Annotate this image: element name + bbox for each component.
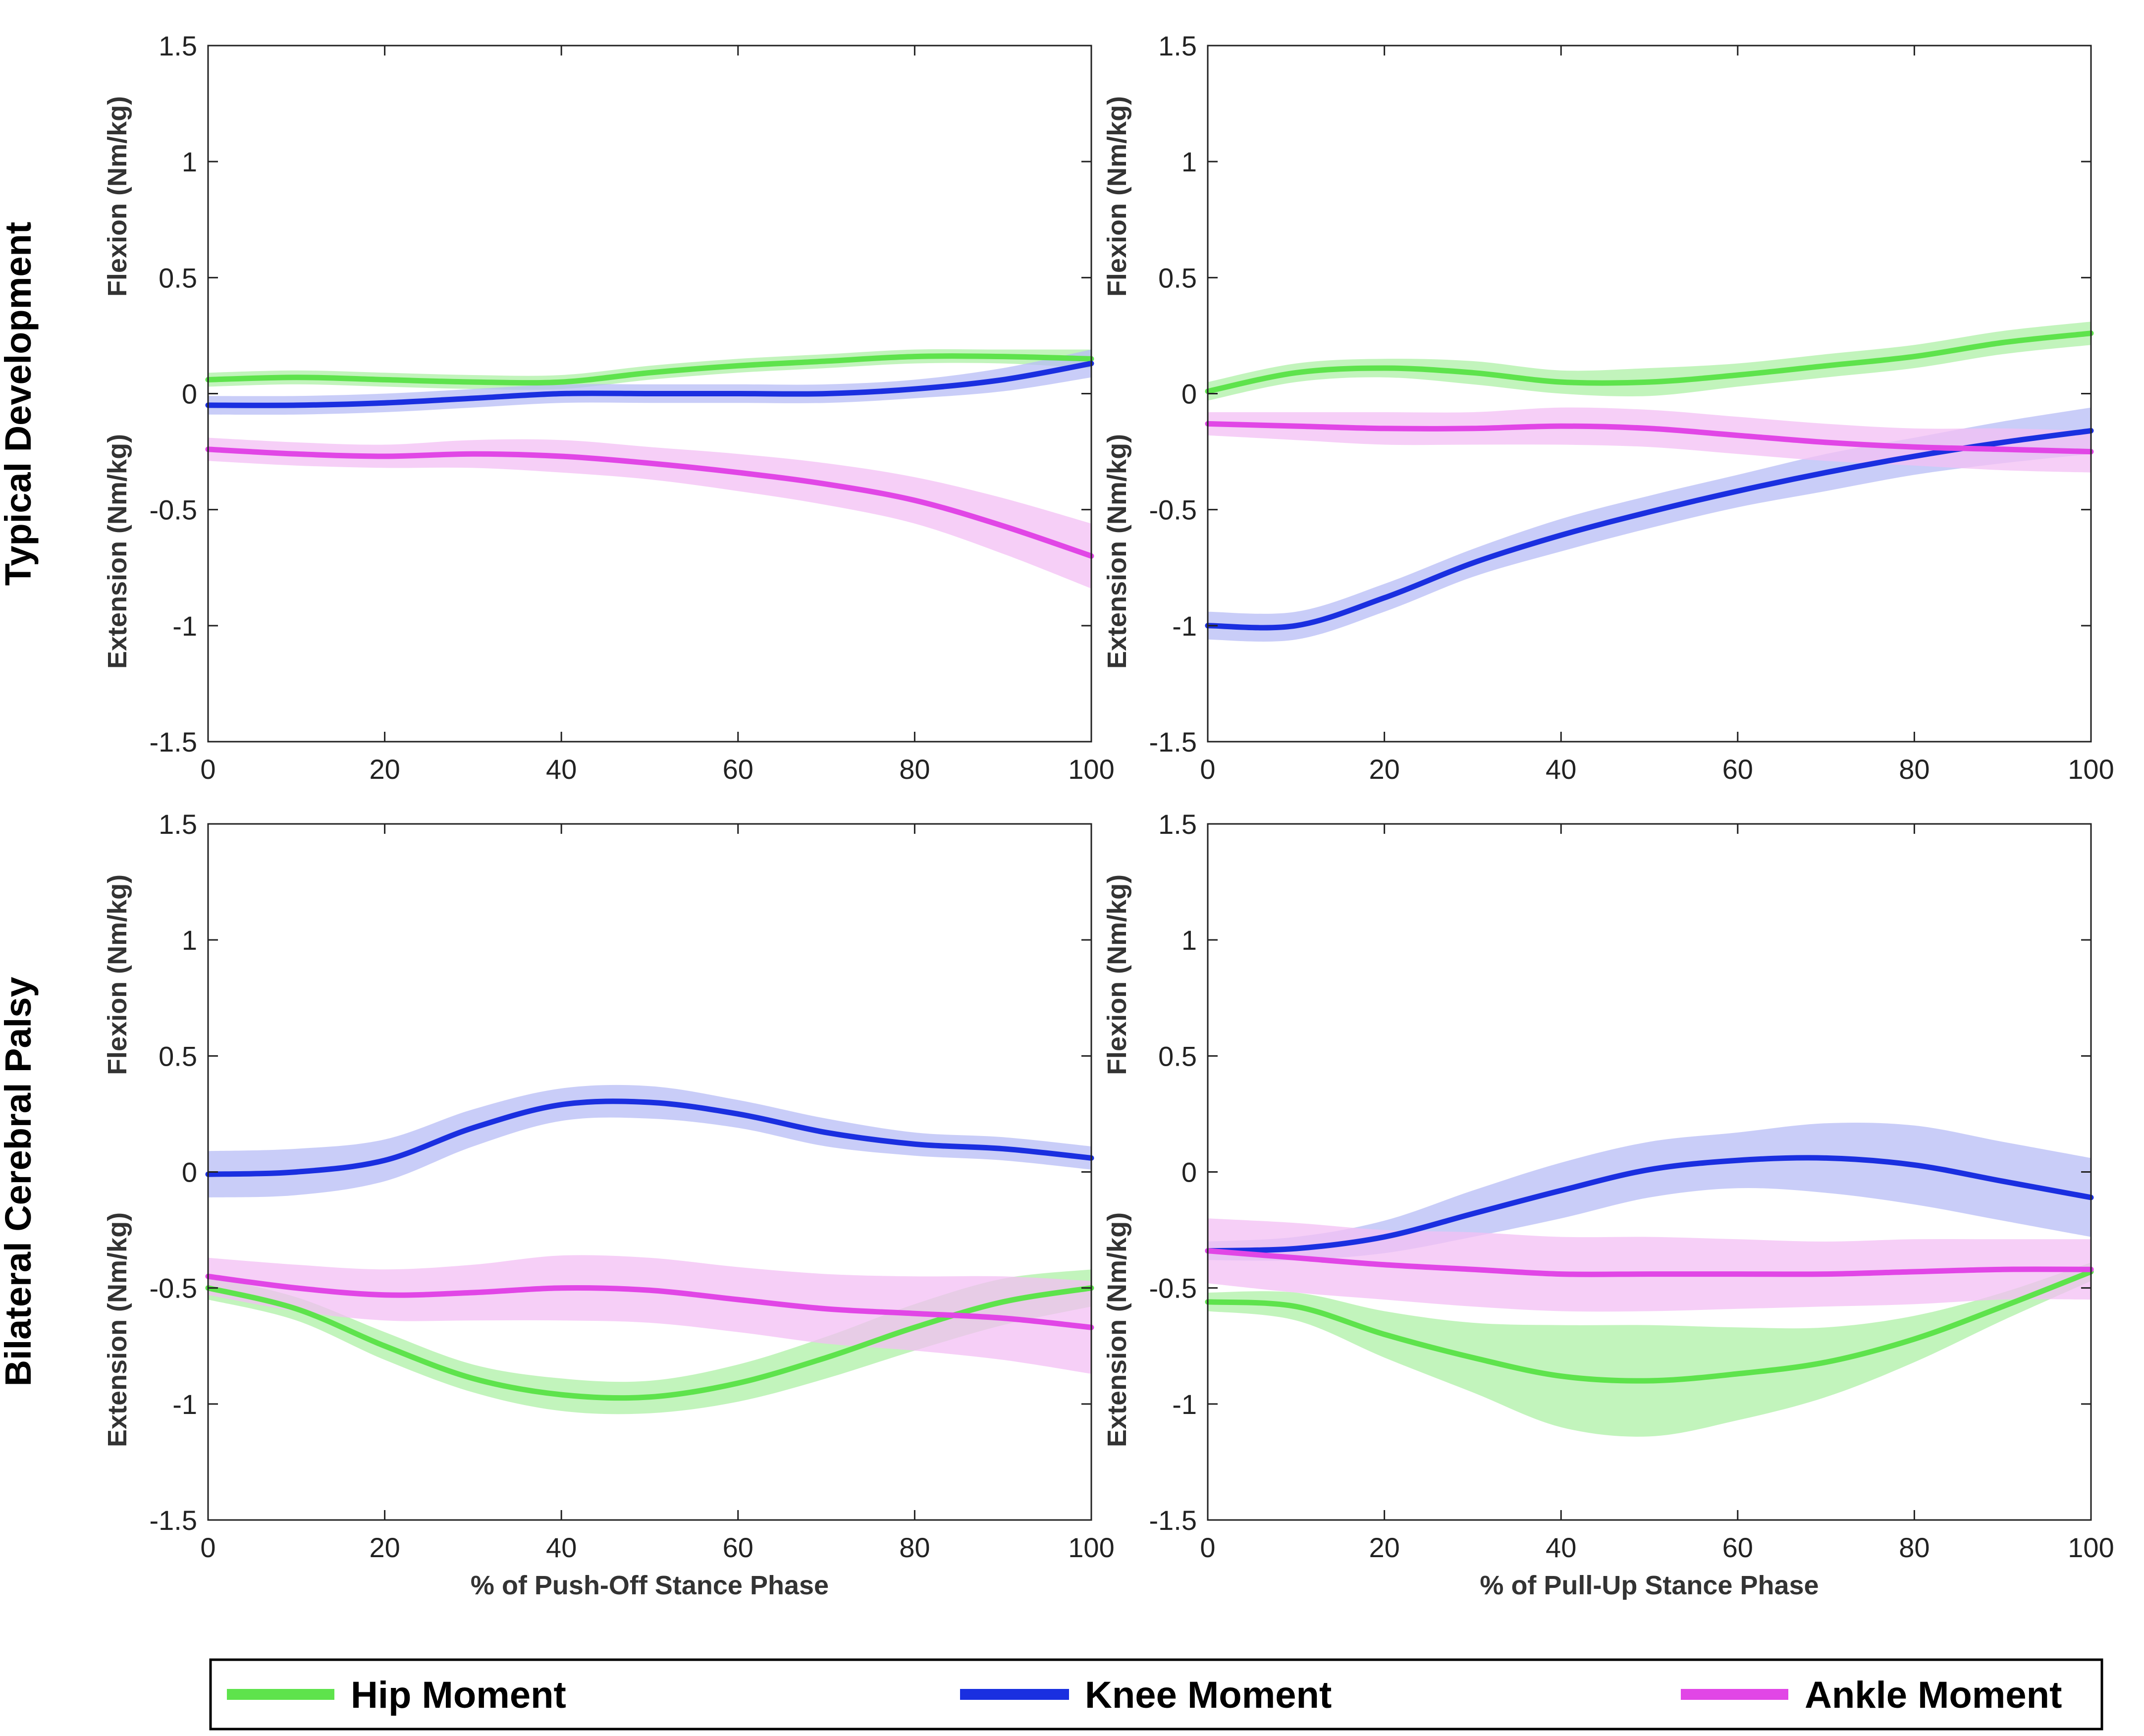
y-tick-label: 0 — [182, 1157, 197, 1188]
x-tick-label: 80 — [899, 754, 930, 785]
y-tick-label: -1.5 — [150, 726, 198, 758]
x-tick-label: 60 — [723, 1532, 753, 1563]
series-line-hip-moment — [205, 1285, 1094, 1401]
x-tick-label: 100 — [1068, 754, 1114, 785]
x-tick-label: 0 — [1200, 754, 1215, 785]
series-line-ankle-moment — [205, 446, 1094, 559]
x-tick-label: 40 — [546, 754, 577, 785]
legend: Hip Moment Knee Moment Ankle Moment — [209, 1658, 2103, 1731]
series-line-knee-moment — [1205, 1155, 2094, 1254]
y-tick-label: 0 — [182, 379, 197, 410]
x-tick-label: 60 — [1722, 1532, 1753, 1563]
y-label-extension: Extension (Nm/kg) — [103, 1212, 132, 1447]
series-line-ankle-moment — [205, 1273, 1094, 1330]
y-tick-label: 0.5 — [1158, 262, 1197, 293]
sd-band-hip-moment — [1208, 322, 2091, 401]
series-line-hip-moment — [1205, 330, 2094, 394]
y-tick-label: 1.5 — [1158, 30, 1197, 61]
series-line-hip-moment — [1205, 1269, 2094, 1384]
x-tick-label: 40 — [1546, 1532, 1576, 1563]
y-tick-label: 0.5 — [159, 262, 197, 293]
y-label-extension: Extension (Nm/kg) — [103, 434, 132, 669]
row-label-cerebral-palsy: Bilateral Cerebral Palsy — [0, 977, 39, 1387]
y-tick-label: 1.5 — [1158, 809, 1197, 840]
y-tick-label: -1.5 — [150, 1505, 198, 1536]
x-tick-label: 100 — [1068, 1532, 1114, 1563]
y-tick-label: -1.5 — [1149, 1505, 1197, 1536]
y-tick-label: -1 — [1172, 610, 1197, 642]
legend-label-hip: Hip Moment — [351, 1674, 566, 1716]
y-tick-label: 0 — [1181, 379, 1197, 410]
sd-band-ankle-moment — [208, 437, 1091, 589]
y-tick-label: -0.5 — [150, 494, 198, 526]
y-tick-label: 1 — [1181, 146, 1197, 177]
series-line-hip-moment — [205, 353, 1094, 386]
y-label-flexion: Flexion (Nm/kg) — [1102, 96, 1132, 297]
y-tick-label: 0 — [1181, 1157, 1197, 1188]
series-line-knee-moment — [1205, 428, 2094, 631]
series-line-ankle-moment — [1205, 1248, 2094, 1277]
y-tick-label: 0.5 — [1158, 1040, 1197, 1072]
panel-cp-pull-up: 0 20 40 60 80 100 1.5 1 0.5 0 -0.5 -1 -1.5 Flexion (N… — [1102, 809, 2114, 1600]
y-tick-label: -1 — [172, 1389, 197, 1420]
panel-typical-push-off: 0 20 40 60 80 100 1.5 1 0.5 0 -0.5 -1 -1.5 Flexion (N… — [103, 30, 1115, 785]
x-tick-label: 60 — [723, 754, 753, 785]
x-tick-label: 20 — [369, 754, 400, 785]
y-tick-label: 0.5 — [159, 1040, 197, 1072]
x-tick-label: 80 — [1899, 754, 1930, 785]
x-tick-label: 80 — [1899, 1532, 1930, 1563]
x-axis-title: % of Push-Off Stance Phase — [471, 1571, 829, 1600]
x-tick-label: 60 — [1722, 754, 1753, 785]
x-tick-label: 20 — [1369, 754, 1399, 785]
y-tick-label: 1 — [182, 924, 197, 956]
series-line-knee-moment — [205, 361, 1094, 408]
y-tick-label: -0.5 — [1149, 494, 1197, 526]
sd-band-knee-moment — [208, 1085, 1091, 1197]
sd-band-ankle-moment — [1208, 1218, 2091, 1312]
x-tick-label: 0 — [200, 1532, 215, 1563]
legend-label-ankle: Ankle Moment — [1805, 1674, 2062, 1716]
x-axis-title: % of Pull-Up Stance Phase — [1480, 1571, 1819, 1600]
y-tick-label: 1 — [182, 146, 197, 177]
y-label-flexion: Flexion (Nm/kg) — [103, 96, 132, 297]
y-tick-label: -1 — [172, 610, 197, 642]
y-tick-label: 1.5 — [159, 809, 197, 840]
x-tick-label: 0 — [200, 754, 215, 785]
x-tick-label: 40 — [546, 1532, 577, 1563]
y-label-extension: Extension (Nm/kg) — [1102, 434, 1132, 669]
x-tick-label: 40 — [1546, 754, 1576, 785]
series-line-knee-moment — [205, 1098, 1094, 1177]
row-label-typical: Typical Development — [0, 222, 39, 586]
x-tick-label: 20 — [369, 1532, 400, 1563]
y-tick-label: -0.5 — [150, 1273, 198, 1304]
y-tick-label: -0.5 — [1149, 1273, 1197, 1304]
x-tick-label: 20 — [1369, 1532, 1399, 1563]
y-tick-label: -1 — [1172, 1389, 1197, 1420]
sd-band-hip-moment — [1208, 1262, 2091, 1437]
y-label-extension: Extension (Nm/kg) — [1102, 1212, 1132, 1447]
x-tick-label: 100 — [2068, 1532, 2114, 1563]
series-line-ankle-moment — [1205, 421, 2094, 455]
y-tick-label: 1.5 — [159, 30, 197, 61]
y-tick-label: -1.5 — [1149, 726, 1197, 758]
x-tick-label: 100 — [2068, 754, 2114, 785]
sd-band-ankle-moment — [1208, 407, 2091, 473]
x-tick-label: 0 — [1200, 1532, 1215, 1563]
y-tick-label: 1 — [1181, 924, 1197, 956]
y-label-flexion: Flexion (Nm/kg) — [103, 874, 132, 1075]
legend-label-knee: Knee Moment — [1085, 1674, 1332, 1716]
x-tick-label: 80 — [899, 1532, 930, 1563]
y-label-flexion: Flexion (Nm/kg) — [1102, 874, 1132, 1075]
panel-typical-pull-up: 0 20 40 60 80 100 1.5 1 0.5 0 -0.5 -1 -1.5 Flexion (N… — [1102, 30, 2114, 785]
panel-cp-push-off: 0 20 40 60 80 100 1.5 1 0.5 0 -0.5 -1 -1.5 Flexion (N… — [103, 809, 1115, 1600]
